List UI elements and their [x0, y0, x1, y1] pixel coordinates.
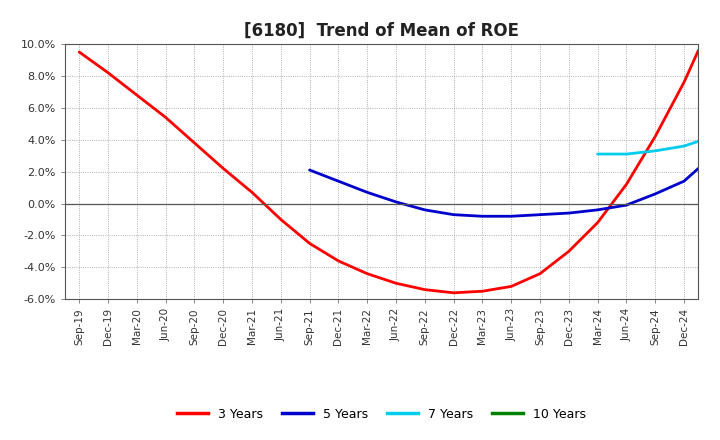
- Legend: 3 Years, 5 Years, 7 Years, 10 Years: 3 Years, 5 Years, 7 Years, 10 Years: [172, 403, 591, 425]
- Title: [6180]  Trend of Mean of ROE: [6180] Trend of Mean of ROE: [244, 22, 519, 40]
